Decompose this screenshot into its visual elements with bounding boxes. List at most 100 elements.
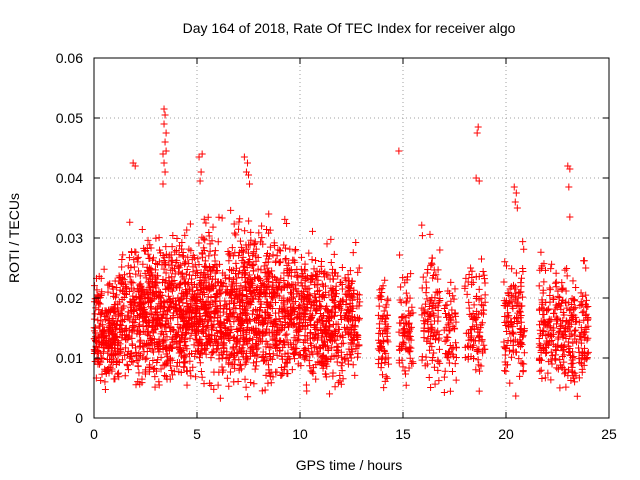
data-point [132,351,140,359]
data-point [242,330,250,338]
data-point [172,247,180,255]
data-point [470,301,478,309]
data-point [204,293,212,301]
data-point [469,355,477,363]
data-point [182,288,190,296]
data-point [144,328,152,336]
data-point [211,260,219,268]
data-point [401,367,409,375]
data-point [290,293,298,301]
data-point [151,373,159,381]
data-point [198,249,206,257]
data-point [256,274,264,282]
data-point [209,223,217,231]
data-point [582,310,590,318]
data-point [233,285,241,293]
data-point [296,305,304,313]
data-point [535,356,543,364]
data-point [469,309,477,317]
data-point [425,313,433,321]
data-point [134,253,142,261]
data-point [561,266,569,274]
data-point [278,355,286,363]
data-point [248,261,256,269]
data-point [238,349,246,357]
data-point [128,249,136,257]
data-point [450,324,458,332]
data-point [162,323,170,331]
data-point [195,239,203,247]
data-point [407,270,415,278]
data-point [145,264,153,272]
data-point [166,375,174,383]
data-point [430,363,438,371]
data-point [345,329,353,337]
data-point [301,344,309,352]
data-point [146,297,154,305]
data-point [434,289,442,297]
data-point [479,268,487,276]
data-point [264,379,272,387]
data-point [116,298,124,306]
data-point [161,371,169,379]
data-point [544,369,552,377]
data-point [183,381,191,389]
data-point [160,105,168,113]
data-point [95,333,103,341]
data-point [144,322,152,330]
data-point [101,378,109,386]
data-point [338,331,346,339]
data-point [346,267,354,275]
data-point [426,346,434,354]
data-point [396,251,404,259]
data-point [446,341,454,349]
data-point [503,328,511,336]
data-point [517,288,525,296]
data-point [206,247,214,255]
data-point [336,278,344,286]
data-point [311,293,319,301]
data-point [538,375,546,383]
data-point [146,275,154,283]
data-point [464,355,472,363]
data-point [214,308,222,316]
data-point [443,353,451,361]
data-point [218,329,226,337]
data-point [445,312,453,320]
data-point [376,346,384,354]
data-point [216,328,224,336]
data-point [434,275,442,283]
data-point [452,354,460,362]
data-point [542,343,550,351]
data-point [259,240,267,248]
data-point [119,318,127,326]
data-point [284,272,292,280]
data-point [181,259,189,267]
data-point [317,303,325,311]
data-point [195,261,203,269]
data-point [397,298,405,306]
data-point [154,342,162,350]
data-point [409,309,417,317]
data-point [570,297,578,305]
data-point [244,393,252,401]
data-point [136,272,144,280]
data-point [436,359,444,367]
data-point [547,316,555,324]
data-point [269,251,277,259]
data-point [262,284,270,292]
data-point [405,320,413,328]
data-point [168,279,176,287]
data-point [472,273,480,281]
data-point [575,355,583,363]
data-point [130,263,138,271]
data-point [123,360,131,368]
data-point [265,278,273,286]
data-point [580,361,588,369]
data-point [474,348,482,356]
data-point [206,379,214,387]
data-point [421,310,429,318]
data-point [446,315,454,323]
data-point [99,338,107,346]
data-point [181,351,189,359]
